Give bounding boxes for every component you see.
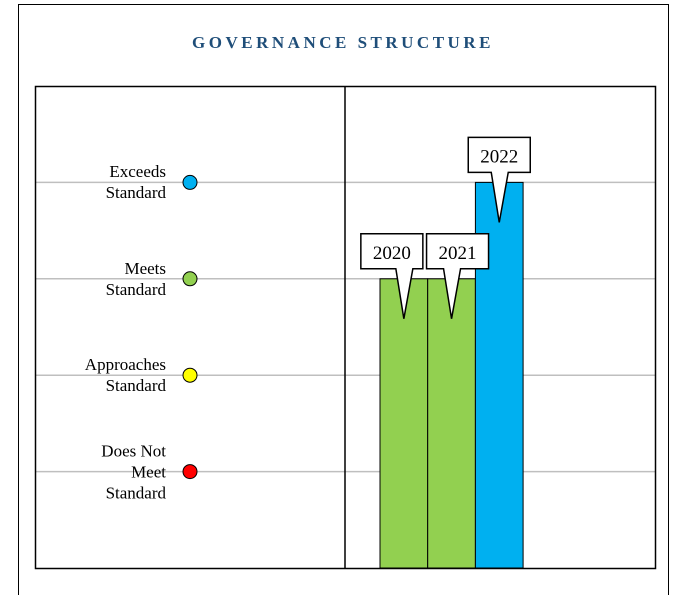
- callout-box: [360, 233, 424, 319]
- level-dot: [182, 271, 198, 287]
- bar: [427, 278, 476, 569]
- level-dot: [182, 174, 198, 190]
- callouts: 2020 2021 2022: [360, 136, 531, 319]
- chart-title: GOVERNANCE STRUCTURE: [192, 33, 494, 52]
- data-label: 2022: [467, 136, 531, 223]
- level-dot: [182, 464, 198, 480]
- y-tick-label: Meets Standard: [105, 258, 166, 299]
- data-label-text: 2020: [373, 243, 411, 264]
- bar: [379, 278, 429, 569]
- callout-box: [467, 136, 531, 223]
- data-label: 2021: [425, 233, 490, 319]
- callout-box: [425, 233, 490, 319]
- data-label: 2020: [360, 233, 424, 319]
- level-dot: [182, 367, 198, 383]
- y-tick-label: Exceeds Standard: [105, 162, 166, 203]
- outer-frame: [18, 4, 669, 595]
- y-tick-label: Does Not Meet Standard: [101, 441, 166, 503]
- data-label-text: 2021: [439, 243, 477, 264]
- data-label-text: 2022: [480, 146, 518, 167]
- y-tick-label: Approaches Standard: [84, 355, 166, 396]
